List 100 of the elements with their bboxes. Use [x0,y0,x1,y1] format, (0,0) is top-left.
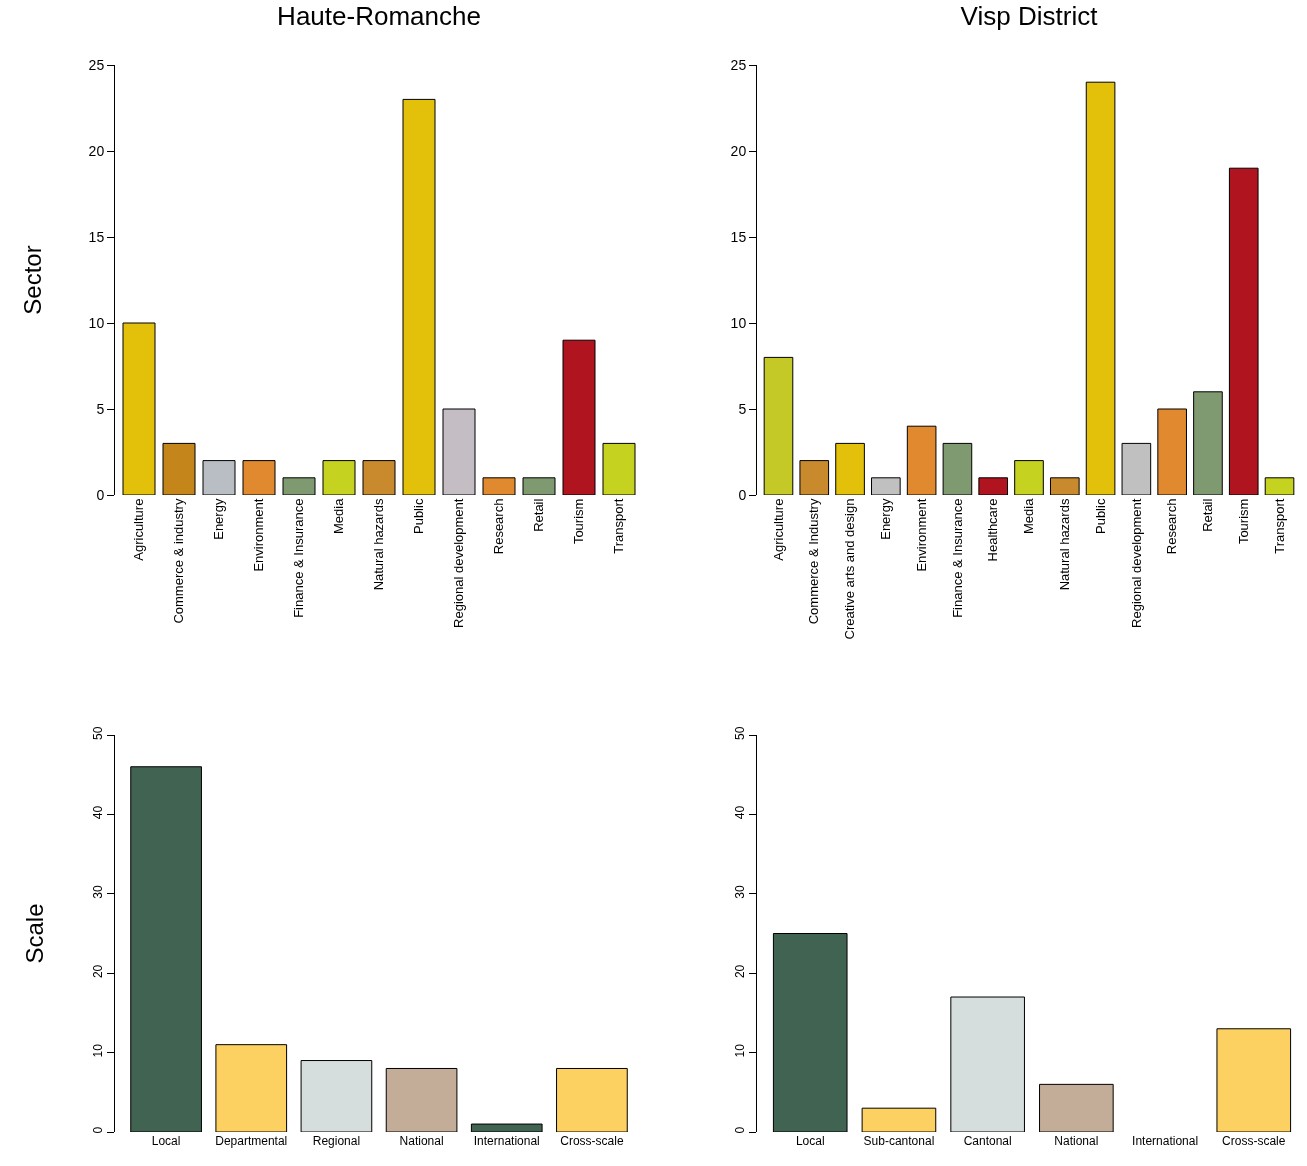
x-tick-label: Retail [1200,498,1216,532]
bar [602,442,636,495]
y-tick-label: 40 [91,805,106,820]
bar [242,460,276,495]
y-tick-label: 5 [738,400,747,417]
y-tick-label: 0 [733,1126,748,1134]
chart-title: Haute-Romanche [277,1,481,32]
bar [562,339,596,495]
x-tick-label: Cross-scale [1222,1134,1286,1148]
bar [978,477,1009,495]
y-tick-label: 0 [91,1126,106,1134]
bar [1039,1083,1114,1132]
bar [482,477,516,495]
x-tick-label: Tourism [571,498,587,545]
bar [1085,81,1116,495]
bar [1049,477,1080,495]
x-tick-label: Environment [251,498,267,572]
x-tick-label: Media [1021,497,1037,535]
bar [202,460,236,495]
x-tick-label: Tourism [1235,498,1251,545]
bar [1014,460,1044,495]
bar [402,98,436,495]
y-tick-label: 15 [730,228,747,245]
bar [1157,408,1187,495]
y-tick-label: 20 [733,964,748,979]
x-tick-label: National [1054,1134,1099,1148]
x-tick-label: Retail [531,498,547,532]
bar [906,425,937,495]
x-tick-label: Departmental [215,1134,288,1148]
x-tick-label: Public [411,498,427,535]
bar [162,442,196,495]
y-tick-label: 0 [96,486,105,503]
y-tick-label: 30 [733,885,748,899]
x-tick-label: Healthcare [985,498,1001,562]
x-tick-label: International [473,1134,540,1148]
x-tick-label: Local [151,1134,181,1148]
bar [772,933,848,1132]
bar [470,1123,543,1132]
x-tick-label: Media [331,497,347,535]
x-tick-label: Sub-cantonal [863,1134,935,1148]
bar [871,477,901,495]
bar [215,1044,288,1132]
y-tick-label: 15 [88,228,105,245]
y-tick-label: 10 [88,314,105,331]
x-tick-label: Natural hazards [371,498,387,591]
x-tick-label: Natural hazards [1057,498,1073,591]
x-tick-label: Local [795,1134,825,1148]
bar [763,356,794,495]
bar [1216,1028,1292,1132]
bar [122,322,156,495]
bar [942,442,973,495]
y-tick-label: 20 [91,964,106,979]
x-tick-label: Research [1164,498,1180,555]
y-tick-label: 10 [733,1043,748,1058]
x-tick-label: Commerce & industry [171,498,187,624]
x-tick-label: Research [491,498,507,555]
bar [1193,391,1223,495]
x-tick-label: International [1132,1134,1199,1148]
bar [362,460,396,495]
y-tick-label: 30 [91,885,106,899]
bar [130,766,202,1132]
x-tick-label: Transport [611,498,627,554]
x-tick-label: Energy [878,498,894,540]
bar [300,1060,373,1132]
x-tick-label: Commerce & Industry [806,498,822,625]
x-tick-label: Agriculture [131,498,147,561]
y-tick-label: 50 [91,726,106,740]
x-tick-label: Transport [1271,498,1287,554]
x-tick-label: Regional development [1128,498,1144,628]
x-tick-label: Creative arts and design [842,498,858,640]
bar [322,460,356,495]
x-tick-label: Cross-scale [560,1134,624,1148]
y-tick-label: 10 [91,1043,106,1058]
x-tick-label: National [399,1134,444,1148]
x-tick-label: Finance & Insurance [291,498,307,618]
x-tick-label: Cantonal [963,1134,1012,1148]
bar [522,477,556,495]
x-tick-label: Regional [312,1134,361,1148]
y-tick-label: 25 [730,56,747,73]
y-axis-title: Sector [18,245,46,315]
bar [1121,442,1152,495]
y-tick-label: 50 [733,726,748,740]
y-tick-label: 20 [730,142,747,159]
bar [1228,167,1259,495]
y-tick-label: 0 [738,486,747,503]
x-tick-label: Public [1092,498,1108,535]
bar [799,460,830,495]
bar [835,442,865,495]
bar [282,477,316,495]
bar [861,1107,937,1132]
x-tick-label: Agriculture [770,498,786,561]
y-tick-label: 40 [733,805,748,820]
bar [1264,477,1295,495]
x-tick-label: Finance & Insurance [949,498,965,618]
y-tick-label: 10 [730,314,747,331]
bar [556,1067,628,1132]
x-tick-label: Environment [913,498,929,572]
y-axis-title: Scale [21,903,49,964]
bar [385,1067,458,1132]
y-tick-label: 5 [96,400,105,417]
